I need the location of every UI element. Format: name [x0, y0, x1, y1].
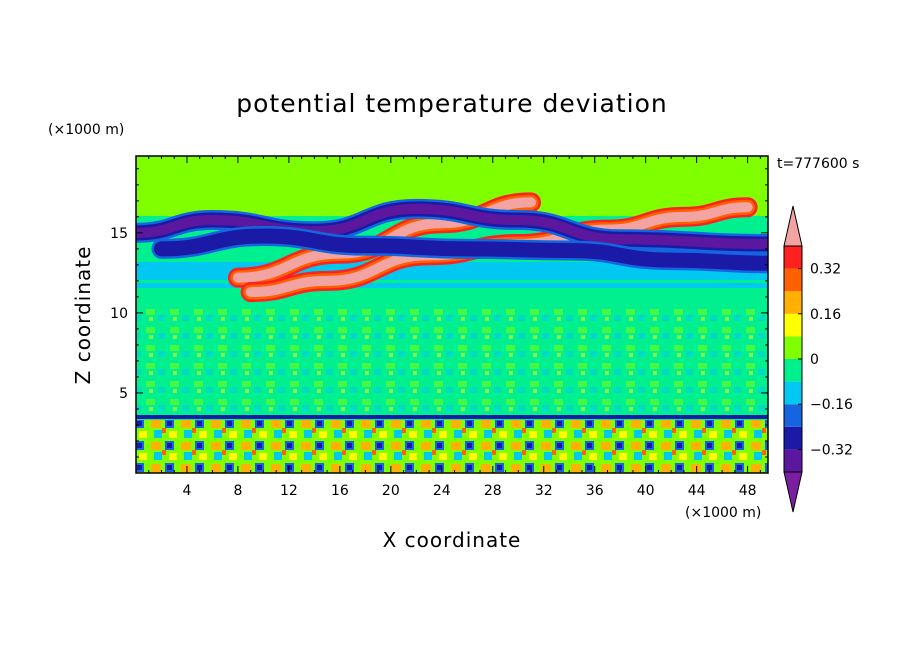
x-tick-label: 48 — [739, 483, 757, 499]
time-label: t=777600 s — [777, 156, 859, 172]
tropopause-band-light — [136, 283, 768, 288]
x-tick-label: 8 — [233, 483, 242, 499]
y-tick-label: 10 — [110, 306, 128, 322]
y-axis: 5 10 15 — [110, 168, 768, 458]
cold-layer-2 — [156, 231, 768, 269]
mid-noise-band — [136, 305, 768, 417]
x-tick-label: 20 — [382, 483, 400, 499]
x-tick-label: 24 — [433, 483, 451, 499]
colorbar-swatch — [784, 313, 802, 337]
plot-frame — [135, 155, 769, 474]
x-tick-label: 44 — [688, 483, 706, 499]
cold-layer-1 — [136, 203, 768, 250]
colorbar-swatch — [784, 246, 802, 269]
x-tick-label: 28 — [484, 483, 502, 499]
boundary-layer-band — [136, 420, 768, 473]
chart-title: potential temperature deviation — [236, 89, 667, 118]
colorbar-swatch — [784, 291, 802, 314]
x-unit-label: (×1000 m) — [685, 505, 761, 521]
plot-area — [136, 156, 768, 473]
y-tick-label: 15 — [110, 226, 128, 242]
colorbar-swatch — [784, 336, 802, 359]
colorbar-label: −0.32 — [810, 442, 853, 458]
colorbar-swatch — [784, 359, 802, 382]
x-tick-label: 40 — [637, 483, 655, 499]
x-tick-label: 36 — [586, 483, 604, 499]
colorbar-label: 0 — [810, 352, 819, 368]
colorbar-label: 0.16 — [810, 307, 841, 323]
colorbar-swatch — [784, 404, 802, 427]
colorbar-max-arrow — [783, 205, 803, 247]
y-unit-label: (×1000 m) — [48, 122, 124, 138]
x-tick-label: 16 — [331, 483, 349, 499]
colorbar-swatch — [784, 381, 802, 405]
colorbar-swatch — [784, 268, 802, 292]
feature-layers — [136, 192, 768, 303]
colorbar-min-arrow — [783, 471, 803, 513]
x-axis: 4 8 12 16 20 24 28 32 36 40 44 48 — [148, 156, 761, 499]
colorbar-label: −0.16 — [810, 397, 853, 413]
colorbar-label: 0.32 — [810, 262, 841, 278]
colorbar: 0.32 0.16 0 −0.16 −0.32 — [783, 205, 853, 513]
colorbar-swatch — [784, 426, 802, 450]
x-tick-label: 32 — [535, 483, 553, 499]
y-tick-label: 5 — [119, 386, 128, 402]
colorbar-swatch — [784, 449, 802, 472]
x-axis-label: X coordinate — [383, 528, 522, 552]
x-tick-label: 4 — [183, 483, 192, 499]
y-axis-label: Z coordinate — [71, 246, 95, 385]
x-tick-label: 12 — [280, 483, 298, 499]
inversion-line — [136, 415, 768, 419]
